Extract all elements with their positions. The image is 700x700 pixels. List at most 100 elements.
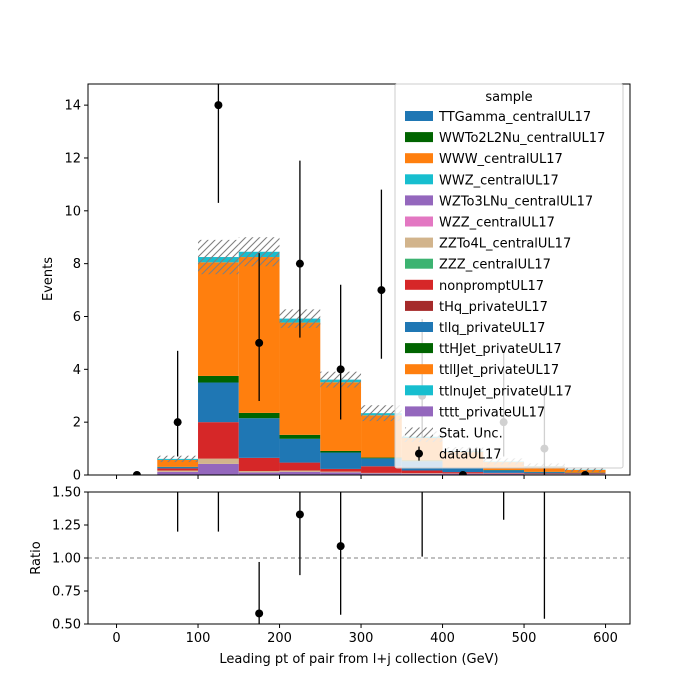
ratio-y-tick-label: 1.50	[52, 486, 81, 501]
bar-segment	[157, 470, 199, 472]
legend-label: ttllJet_privateUL17	[439, 363, 559, 378]
ratio-plot-frame	[87, 491, 631, 625]
bar-segment	[279, 322, 321, 435]
ratio-points	[88, 475, 630, 624]
legend-label: WWW_centralUL17	[439, 152, 563, 167]
bar-segment	[320, 471, 362, 473]
bar-segment	[238, 418, 280, 458]
bar-segment	[157, 467, 199, 469]
bar-segment	[279, 462, 321, 471]
bar-segment	[198, 382, 239, 423]
bar-segment	[238, 457, 280, 472]
legend-swatch	[405, 364, 433, 375]
legend-label: ttlnuJet_privateUL17	[439, 384, 572, 399]
legend-swatch	[405, 258, 433, 269]
ratio-y-tick-label: 0.50	[52, 618, 81, 633]
bar-segment	[401, 473, 443, 474]
legend-label: Stat. Unc.	[439, 427, 503, 442]
legend-label: tllq_privateUL17	[439, 321, 545, 336]
ratio-y-tick-label: 1.00	[52, 552, 81, 567]
bar-segment	[198, 262, 239, 376]
x-tick-label: 0	[112, 631, 120, 646]
x-tick-label: 400	[430, 631, 455, 646]
legend-label: tttt_privateUL17	[439, 405, 545, 420]
legend-swatch	[405, 111, 433, 121]
legend-label: tHq_privateUL17	[439, 300, 548, 315]
bar-segment	[279, 470, 321, 472]
x-tick-label: 200	[267, 631, 292, 646]
bar-segment	[198, 375, 239, 383]
legend-label: ZZTo4L_centralUL17	[439, 237, 571, 252]
legend-title: sample	[485, 90, 532, 105]
legend-swatch	[405, 195, 433, 206]
legend-swatch	[405, 132, 433, 143]
data-point	[173, 418, 182, 427]
bar-segment	[483, 472, 525, 474]
legend-swatch	[405, 300, 433, 311]
legend-label: WWZ_centralUL17	[439, 173, 559, 188]
bar-segment	[157, 459, 199, 467]
y-tick-label: 0	[73, 469, 81, 484]
bar-segment	[238, 472, 280, 475]
legend-swatch	[405, 343, 433, 354]
legend-swatch	[405, 216, 433, 227]
main-plot-frame	[87, 83, 631, 476]
bar-segment	[320, 472, 362, 475]
legend-swatch	[405, 427, 433, 438]
data-point	[132, 471, 141, 475]
bar-segment	[279, 471, 321, 475]
bar-segment	[361, 466, 402, 473]
data-point	[336, 365, 345, 374]
data-point	[255, 338, 264, 347]
bar-segment	[361, 472, 402, 474]
legend-label: WWTo2L2Nu_centralUL17	[439, 131, 605, 146]
stat-unc-band	[361, 405, 402, 422]
legend: sample TTGamma_centralUL17 WWTo2L2Nu_cent…	[394, 83, 624, 469]
bar-segment	[401, 473, 443, 475]
bar-segment	[238, 412, 280, 419]
stat-unc-band	[198, 239, 239, 275]
x-axis-label: Leading pt of pair from l+j collection (…	[219, 652, 498, 667]
bar-segment	[483, 473, 525, 475]
legend-label: WZZ_centralUL17	[439, 216, 555, 231]
bar-segment	[198, 463, 239, 475]
y-tick-label: 14	[64, 99, 81, 114]
x-tick-label: 500	[512, 631, 537, 646]
legend-swatch	[405, 406, 433, 417]
stat-unc-band	[157, 455, 199, 463]
bar-segment	[198, 422, 239, 459]
ratio-point	[214, 475, 222, 483]
legend-label: dataUL17	[439, 448, 502, 463]
legend-label: WZTo3LNu_centralUL17	[439, 194, 593, 209]
bar-segment	[157, 471, 199, 475]
ratio-x-axis: 0 100 200 300 400 500 600	[112, 624, 618, 646]
legend-swatch	[405, 237, 433, 248]
main-plot: 0 2 4 6 8 10 12 14 Events	[41, 83, 631, 484]
legend-box	[394, 83, 624, 469]
legend-label: nonpromptUL17	[439, 279, 544, 294]
legend-swatch	[405, 385, 433, 396]
bar-segment	[483, 470, 525, 473]
x-tick-label: 100	[186, 631, 211, 646]
legend-label: TTGamma_centralUL17	[438, 110, 591, 125]
bar-segment	[157, 468, 199, 471]
ratio-y-axis-label: Ratio	[29, 541, 44, 574]
data-point	[581, 471, 590, 475]
legend-items: TTGamma_centralUL17 WWTo2L2Nu_centralUL17…	[405, 110, 605, 463]
y-tick-label: 2	[73, 416, 81, 431]
legend-marker	[415, 449, 423, 458]
bar-segment	[361, 473, 402, 475]
main-y-axis: 0 2 4 6 8 10 12 14	[64, 99, 88, 484]
ratio-y-tick-label: 0.75	[52, 585, 81, 600]
bar-segment	[361, 458, 402, 467]
x-tick-label: 600	[593, 631, 618, 646]
ratio-y-axis: 0.50 0.75 1.00 1.25 1.50	[52, 486, 88, 633]
bar-segment	[401, 470, 443, 474]
ratio-y-tick-label: 1.25	[52, 519, 81, 534]
ratio-point	[336, 542, 345, 551]
ratio-plot: 0.50 0.75 1.00 1.25 1.50 0 100 200 300 400 500 600…	[29, 475, 631, 667]
bar-segment	[320, 452, 362, 469]
data-point	[214, 101, 223, 110]
y-tick-label: 12	[64, 151, 81, 166]
